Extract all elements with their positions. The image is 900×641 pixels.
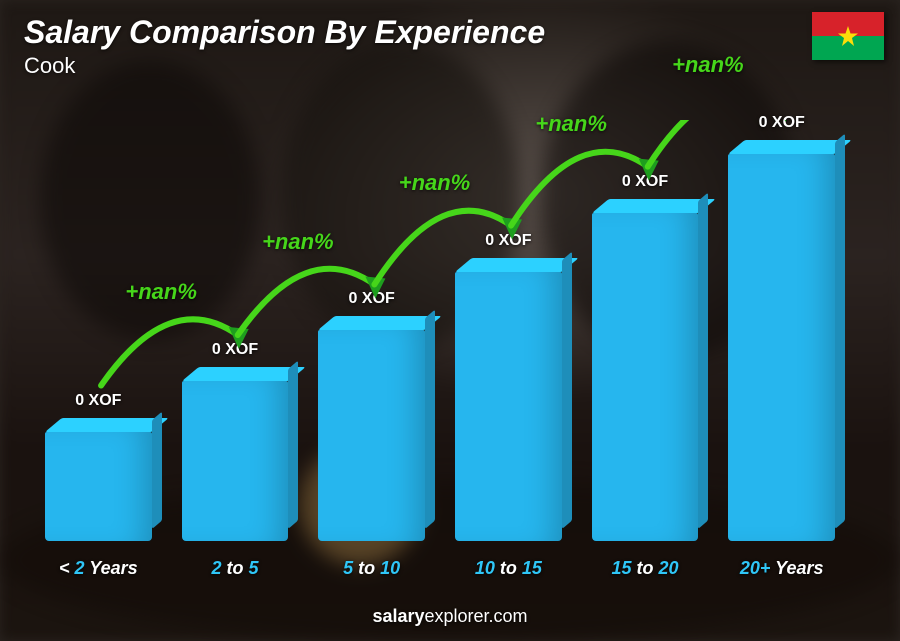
bar-side xyxy=(698,193,708,529)
chart-subtitle: Cook xyxy=(24,53,545,79)
bar-top xyxy=(182,367,305,381)
bar-value-label: 0 XOF xyxy=(212,341,258,359)
bar-value-label: 0 XOF xyxy=(759,114,805,132)
bar-value-label: 0 XOF xyxy=(75,392,121,410)
pct-increase-label: +nan% xyxy=(262,229,334,255)
bar-value-label: 0 XOF xyxy=(349,290,395,308)
pct-increase-label: +nan% xyxy=(399,170,471,196)
bar-top xyxy=(455,258,578,272)
x-axis-tick: < 2 Years xyxy=(30,558,167,579)
bar-side xyxy=(425,310,435,529)
chart-title: Salary Comparison By Experience xyxy=(24,14,545,51)
x-axis-tick: 20+ Years xyxy=(713,558,850,579)
bar-chart: 0 XOF 0 XOF 0 XOF 0 XOF 0 XOF 0 XOF +nan% +nan%… xyxy=(30,120,850,541)
bar-front xyxy=(45,432,152,541)
bar-slot: 0 XOF xyxy=(30,120,167,541)
bar-side xyxy=(288,361,298,529)
bar-value-label: 0 XOF xyxy=(485,232,531,250)
footer-bold: salary xyxy=(372,606,424,626)
bar-front xyxy=(592,213,699,541)
bar-front xyxy=(182,381,289,541)
x-axis: < 2 Years2 to 55 to 1010 to 1515 to 2020… xyxy=(30,558,850,579)
bar-front xyxy=(318,330,425,541)
bar-slot: 0 XOF xyxy=(713,120,850,541)
bar-side xyxy=(152,412,162,529)
bar xyxy=(455,272,562,541)
footer-rest: explorer.com xyxy=(425,606,528,626)
bar-slot: 0 XOF xyxy=(167,120,304,541)
flag-icon xyxy=(812,12,884,60)
x-axis-tick: 2 to 5 xyxy=(167,558,304,579)
bar-front xyxy=(728,154,835,541)
bar xyxy=(318,330,425,541)
bar xyxy=(592,213,699,541)
bar-top xyxy=(592,199,715,213)
bar-side xyxy=(562,252,572,529)
footer-watermark: salaryexplorer.com xyxy=(0,606,900,627)
bar-top xyxy=(318,316,441,330)
bar xyxy=(182,381,289,541)
bar xyxy=(728,154,835,541)
x-axis-tick: 5 to 10 xyxy=(303,558,440,579)
bar-value-label: 0 XOF xyxy=(622,173,668,191)
bar-side xyxy=(835,134,845,529)
pct-increase-label: +nan% xyxy=(125,279,197,305)
bar-top xyxy=(45,418,168,432)
x-axis-tick: 10 to 15 xyxy=(440,558,577,579)
bar-slot: 0 XOF xyxy=(577,120,714,541)
bar-top xyxy=(728,140,851,154)
x-axis-tick: 15 to 20 xyxy=(577,558,714,579)
pct-increase-label: +nan% xyxy=(672,52,744,78)
bar xyxy=(45,432,152,541)
bar-front xyxy=(455,272,562,541)
header: Salary Comparison By Experience Cook xyxy=(24,14,545,79)
pct-increase-label: +nan% xyxy=(535,111,607,137)
